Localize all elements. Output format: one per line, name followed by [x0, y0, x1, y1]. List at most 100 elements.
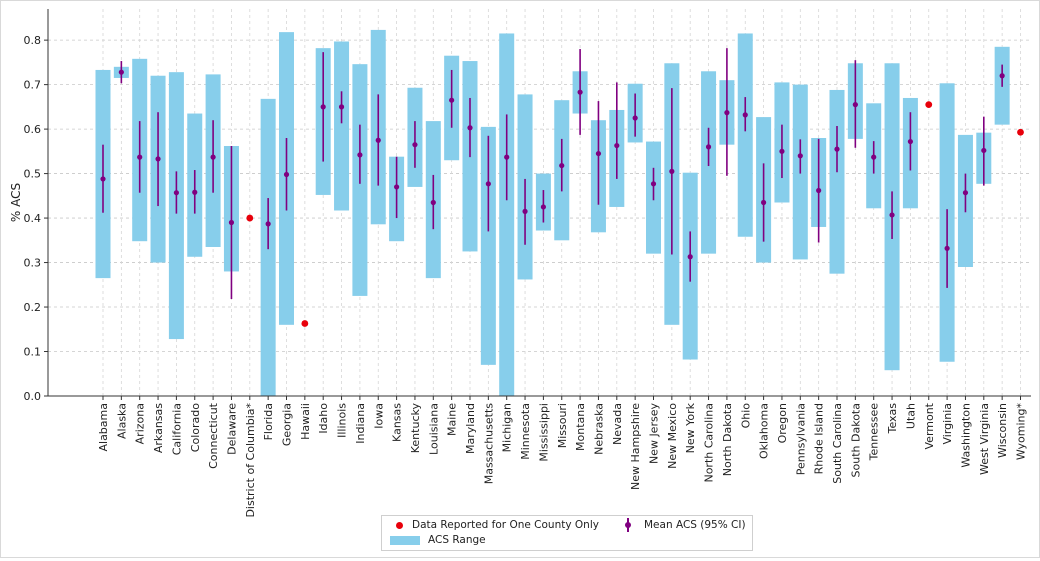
mean-point-arkansas	[155, 156, 161, 162]
x-tick-label-indiana: Indiana	[354, 403, 367, 444]
x-tick-label-hawaii: Hawaii	[299, 403, 312, 440]
legend-swatch-range	[390, 535, 420, 545]
legend-label-single-county: Data Reported for One County Only	[412, 519, 599, 531]
legend-item-single-county: Data Reported for One County Only	[390, 519, 599, 531]
mean-point-mississippi	[540, 204, 547, 210]
mean-point-delaware	[228, 219, 235, 226]
y-tick-label: 0.8	[24, 34, 42, 47]
mean-point-kentucky	[412, 142, 418, 148]
x-tick-label-north-carolina: North Carolina	[703, 403, 716, 483]
mean-point-georgia	[283, 171, 290, 178]
mean-point-texas	[889, 212, 895, 218]
x-tick-label-wisconsin: Wisconsin	[996, 403, 1009, 458]
x-tick-label-west-virginia: West Virginia	[978, 403, 991, 475]
y-tick-label: 0.6	[24, 123, 42, 136]
mean-point-west-virginia	[981, 147, 987, 154]
x-tick-label-ohio: Ohio	[739, 403, 752, 429]
x-tick-label-north-dakota: North Dakota	[721, 403, 734, 476]
legend-swatch-single-county	[396, 521, 403, 529]
y-tick-label: 0.5	[24, 168, 42, 181]
mean-point-nevada	[614, 142, 620, 149]
x-tick-label-colorado: Colorado	[189, 403, 202, 452]
mean-point-alabama	[100, 176, 106, 182]
x-tick-label-delaware: Delaware	[225, 403, 238, 455]
x-tick-label-new-mexico: New Mexico	[666, 403, 679, 469]
mean-point-montana	[577, 89, 583, 95]
mean-point-tennessee	[871, 154, 877, 160]
range-bar-michigan	[499, 33, 515, 397]
mean-point-arizona	[137, 154, 143, 160]
x-tick-label-massachusetts: Massachusetts	[482, 403, 495, 485]
single-county-point-wyoming	[1017, 128, 1024, 136]
x-tick-label-new-jersey: New Jersey	[648, 403, 661, 465]
single-county-point-hawaii	[301, 320, 309, 327]
mean-point-south-dakota	[852, 102, 858, 108]
legend-swatch-mean	[618, 518, 638, 532]
mean-point-ohio	[742, 112, 748, 118]
x-tick-label-nevada: Nevada	[611, 403, 624, 445]
y-axis-label: % ACS	[9, 183, 23, 222]
mean-point-connecticut	[210, 154, 216, 160]
range-bar-massachusetts	[480, 126, 496, 365]
mean-point-kansas	[394, 184, 400, 190]
legend-item-mean: Mean ACS (95% CI)	[620, 518, 746, 532]
mean-point-alaska	[118, 69, 124, 75]
x-tick-label-maine: Maine	[446, 403, 459, 436]
y-tick-label: 0.3	[24, 257, 42, 270]
mean-point-nebraska	[595, 150, 602, 157]
x-tick-label-idaho: Idaho	[317, 403, 330, 434]
mean-point-oklahoma	[761, 199, 767, 206]
x-tick-label-new-york: New York	[684, 402, 697, 453]
mean-point-south-carolina	[834, 146, 840, 152]
x-tick-label-vermont: Vermont	[923, 402, 936, 449]
mean-point-california	[173, 190, 179, 196]
x-tick-label-arizona: Arizona	[134, 403, 147, 444]
mean-point-florida	[265, 221, 271, 227]
x-tick-label-alaska: Alaska	[115, 403, 128, 439]
x-tick-label-district-of-columbia: District of Columbia*	[244, 403, 257, 518]
x-tick-label-florida: Florida	[262, 403, 275, 440]
range-bar-south-carolina	[829, 89, 845, 274]
x-tick-label-oklahoma: Oklahoma	[758, 403, 771, 459]
x-tick-label-south-dakota: South Dakota	[849, 403, 862, 477]
mean-point-washington	[962, 190, 969, 196]
mean-point-utah	[907, 138, 914, 145]
y-tick-label: 0.4	[24, 212, 42, 225]
x-tick-label-michigan: Michigan	[501, 403, 514, 452]
x-tick-label-alabama: Alabama	[97, 403, 110, 452]
x-tick-label-texas: Texas	[886, 403, 899, 435]
x-tick-label-montana: Montana	[574, 403, 587, 451]
mean-point-massachusetts	[485, 181, 491, 187]
x-tick-label-tennessee: Tennessee	[868, 403, 881, 462]
y-tick-label: 0.0	[24, 390, 42, 403]
mean-point-new-york	[687, 254, 693, 260]
x-tick-label-louisiana: Louisiana	[427, 403, 440, 455]
x-tick-label-washington: Washington	[959, 403, 972, 468]
mean-point-louisiana	[430, 199, 436, 206]
mean-point-maine	[449, 97, 455, 103]
x-tick-label-connecticut: Connecticut	[207, 402, 220, 469]
x-tick-label-kentucky: Kentucky	[409, 403, 422, 454]
mean-point-minnesota	[522, 208, 528, 214]
x-tick-label-rhode-island: Rhode Island	[813, 403, 826, 474]
mean-point-oregon	[779, 148, 785, 154]
x-tick-label-minnesota: Minnesota	[519, 403, 532, 460]
x-tick-label-new-hampshire: New Hampshire	[629, 403, 642, 490]
x-tick-label-california: California	[170, 403, 183, 455]
x-tick-label-maryland: Maryland	[464, 403, 477, 454]
x-tick-label-mississippi: Mississippi	[537, 403, 550, 462]
mean-point-missouri	[559, 162, 565, 169]
mean-point-idaho	[320, 104, 326, 110]
x-tick-label-arkansas: Arkansas	[152, 403, 165, 453]
mean-point-wisconsin	[999, 73, 1005, 79]
y-tick-label: 0.2	[24, 301, 42, 314]
x-tick-label-illinois: Illinois	[336, 403, 349, 438]
x-tick-label-iowa: Iowa	[372, 403, 385, 429]
mean-point-new-hampshire	[632, 115, 638, 121]
legend-label-range: ACS Range	[428, 534, 486, 546]
mean-point-new-jersey	[650, 181, 657, 187]
mean-point-michigan	[504, 154, 510, 160]
x-tick-label-utah: Utah	[904, 403, 917, 429]
